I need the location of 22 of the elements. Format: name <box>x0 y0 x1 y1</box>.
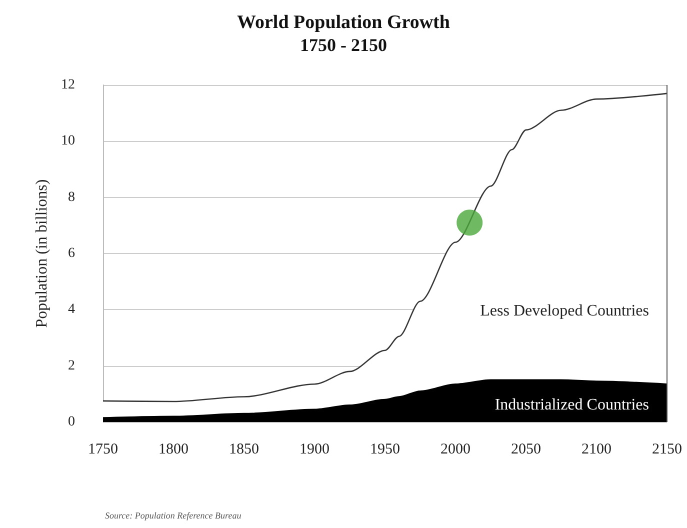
x-tick-label: 1900 <box>300 442 330 458</box>
x-tick-label: 2100 <box>582 442 612 458</box>
y-tick-label: 8 <box>68 190 75 205</box>
y-tick-label: 4 <box>68 302 75 318</box>
series-label: Less Developed Countries <box>480 302 649 320</box>
series-label: Industrialized Countries <box>494 396 649 414</box>
y-tick-label: 0 <box>68 414 75 430</box>
y-tick-label: 12 <box>61 78 75 92</box>
x-tick-label: 1950 <box>370 442 400 458</box>
y-tick-label: 10 <box>61 134 75 149</box>
x-tick-label: 1800 <box>158 442 188 458</box>
x-tick-label: 1850 <box>229 442 259 458</box>
x-tick-label: 2050 <box>511 442 541 458</box>
source-note: Source: Population Reference Bureau <box>105 510 242 520</box>
x-tick-label: 1750 <box>88 442 118 458</box>
y-tick-label: 6 <box>68 246 75 261</box>
y-axis-title: Population (in billions) <box>34 179 51 328</box>
x-tick-label: 2000 <box>440 442 470 458</box>
y-tick-label: 2 <box>68 358 75 374</box>
chart-title: World Population Growth <box>237 12 450 33</box>
chart-subtitle: 1750 - 2150 <box>300 35 387 55</box>
x-tick-label: 2150 <box>652 442 682 458</box>
